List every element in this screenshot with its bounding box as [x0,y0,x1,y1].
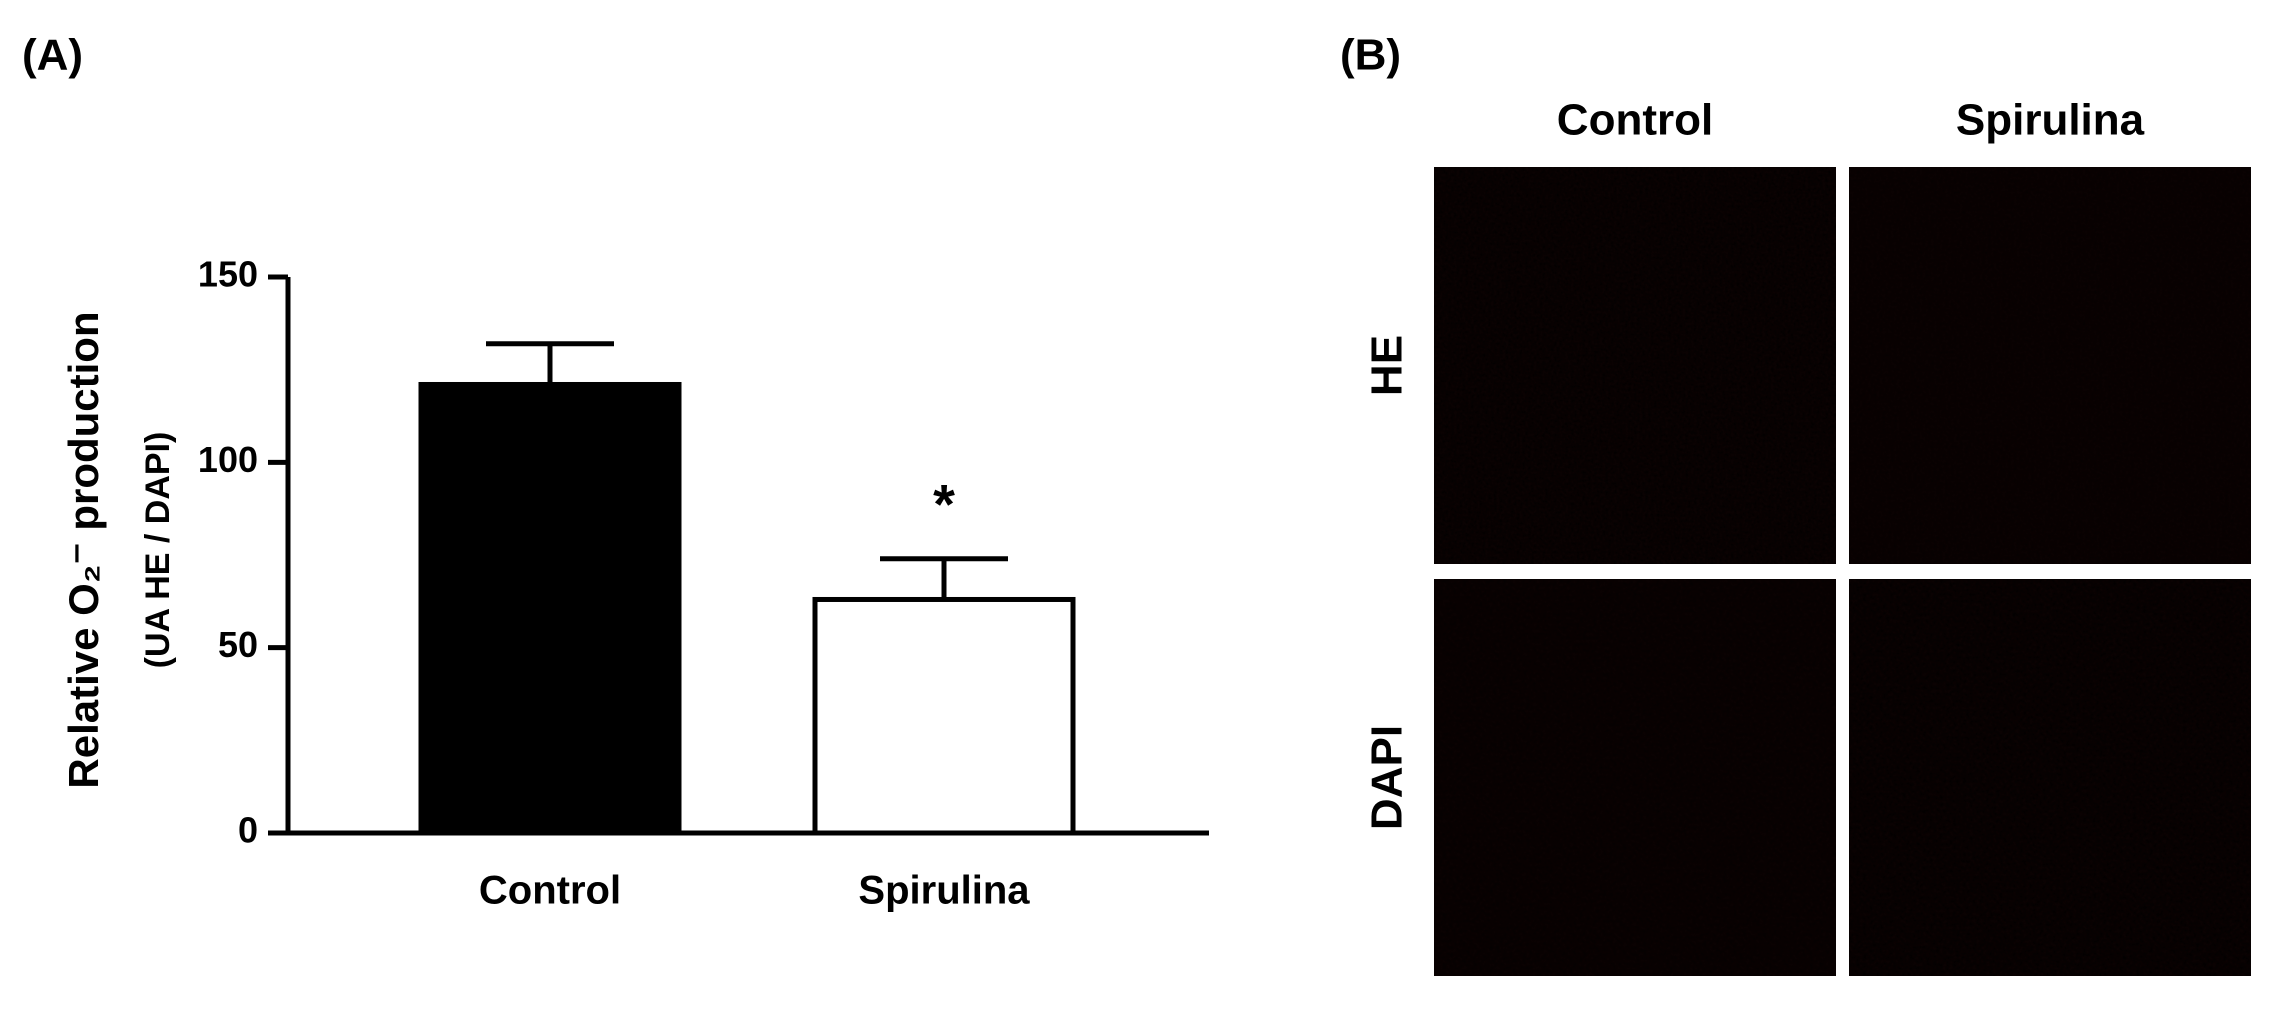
y-tick-label: 150 [198,254,258,295]
bar [812,596,1076,836]
row-label: DAPI [1363,725,1412,830]
bar [418,381,682,836]
x-tick-label: Control [479,869,621,913]
column-label: Spirulina [1956,96,2145,145]
y-tick-label: 0 [238,810,258,851]
y-tick-label: 100 [198,439,258,480]
column-label: Control [1557,96,1713,145]
significance-marker: * [933,473,955,536]
y-axis-label: Relative O₂⁻ production [60,311,107,788]
micrograph-signal [1849,579,2251,976]
image-panel: Control Spirulina HE DAPI [1363,96,2251,976]
panel-label: (A) [22,31,83,80]
x-tick-label: Spirulina [858,869,1030,913]
panel-label: (B) [1340,31,1401,80]
micrograph-signal [1434,579,1836,976]
row-label: HE [1363,335,1412,396]
micrograph-signal [1849,167,2251,564]
y-tick-label: 50 [218,624,258,665]
y-axis-sublabel: (UA HE / DAPI) [139,432,177,669]
micrograph-signal [1434,167,1836,564]
